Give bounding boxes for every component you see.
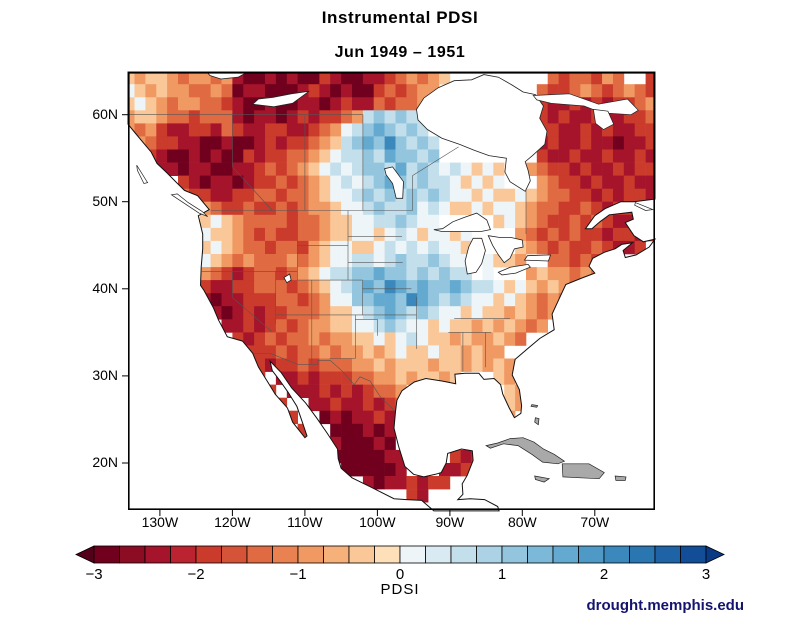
lon-tick-label: 110W [287,514,323,530]
colorbar-segments [75,545,725,564]
figure-subtitle: Jun 1949 – 1951 [334,44,466,61]
island-no-data [534,475,551,483]
lake [464,237,486,275]
lon-tick-label: 70W [580,514,610,530]
svg-text:−3: −3 [85,566,102,583]
hudson-strait [532,93,639,116]
island-outline [634,202,655,211]
svg-text:−2: −2 [187,566,204,583]
credit-text: drought.memphis.edu [586,597,745,614]
pdsi-map [122,71,657,516]
svg-text:3: 3 [702,566,710,583]
lon-tick-label: 80W [507,514,537,530]
colorbar-tick-labels: −3 −2 −1 0 1 2 3 [85,566,710,583]
island-no-data [561,463,605,480]
lat-tick-label: 50N [92,192,118,209]
svg-text:2: 2 [600,566,608,583]
hudson-bay [416,74,548,192]
lake [523,254,552,262]
lon-tick-label: 100W [359,514,396,530]
lon-tick-label: 90W [435,514,465,530]
lake [497,263,531,276]
lat-tick-label: 20N [92,453,118,470]
lake [251,90,310,108]
colorbar-label: PDSI [380,581,420,598]
svg-text:1: 1 [498,566,506,583]
state-borders [128,114,527,412]
coastline [127,71,657,512]
map-frame [128,72,656,510]
colorbar: −3 −2 −1 0 1 2 3 [75,545,725,583]
island-no-data [534,417,540,426]
lake [384,166,404,199]
ungava-bay [592,108,615,130]
lake [283,273,292,284]
lat-tick-label: 40N [92,279,118,296]
island-outline [136,165,149,184]
island-outline [170,193,208,217]
island-no-data [530,404,539,408]
heatmap-cells [128,72,655,503]
lon-tick-label: 120W [214,514,251,530]
svg-text:0: 0 [396,566,404,583]
figure-title: Instrumental PDSI [321,8,479,27]
lake [433,212,491,232]
lat-tick-label: 60N [92,105,118,122]
lon-tick-label: 130W [141,514,179,530]
svg-text:−1: −1 [289,566,306,583]
island-no-data [485,437,566,465]
lat-tick-label: 30N [92,366,118,383]
island-no-data [614,475,627,481]
lake [487,235,524,264]
